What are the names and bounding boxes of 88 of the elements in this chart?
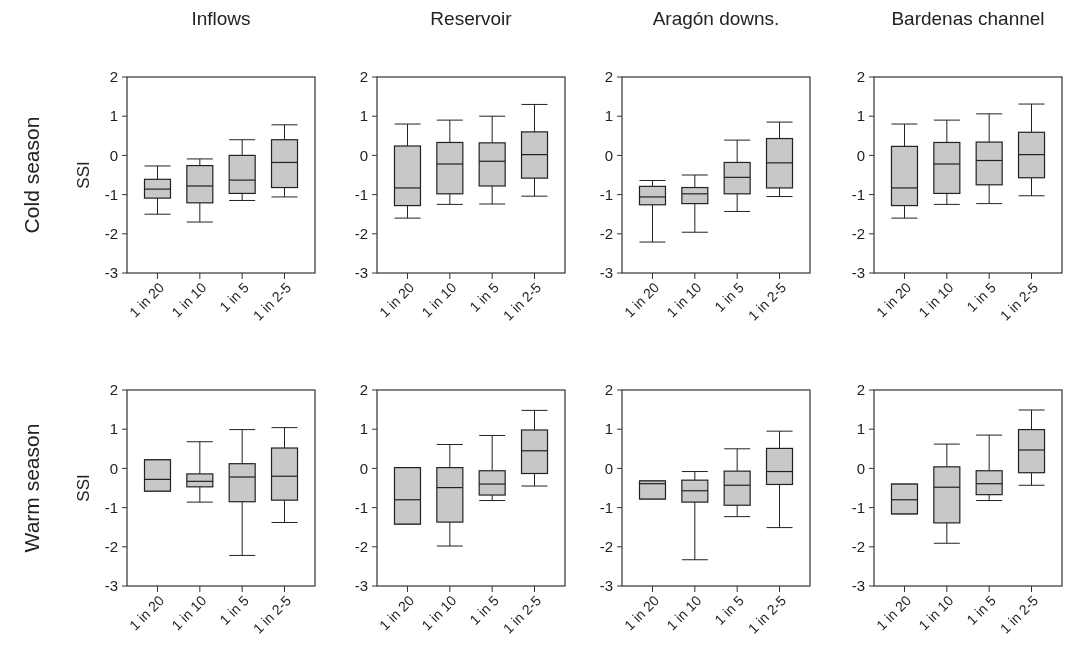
x-tick-label: 1 in 2-5 <box>996 279 1042 324</box>
x-tick-label: 1 in 10 <box>418 592 460 634</box>
x-tick-label: 1 in 5 <box>711 592 747 628</box>
y-tick-label: -1 <box>354 498 368 516</box>
y-tick-label: -2 <box>851 538 865 556</box>
x-tick-label: 1 in 10 <box>915 279 957 321</box>
x-tick-label: 1 in 5 <box>711 279 747 315</box>
y-tick-label: -2 <box>599 538 613 556</box>
x-tick-label: 1 in 10 <box>663 279 705 321</box>
y-tick-label: 2 <box>109 381 118 399</box>
x-tick-label: 1 in 10 <box>663 592 705 634</box>
x-tick-label: 1 in 20 <box>376 592 418 634</box>
y-tick-label: 0 <box>856 146 865 164</box>
x-tick-label: 1 in 2-5 <box>499 592 545 637</box>
x-tick-label: 1 in 20 <box>621 592 663 634</box>
x-tick-label: 1 in 5 <box>466 592 502 628</box>
y-tick-label: 1 <box>856 420 865 438</box>
y-tick-label: -1 <box>599 185 613 203</box>
x-tick-label: 1 in 10 <box>168 592 210 634</box>
y-tick-label: 1 <box>856 107 865 125</box>
x-tick-label: 1 in 20 <box>873 279 915 321</box>
y-tick-label: 1 <box>359 420 368 438</box>
x-tick-label: 1 in 5 <box>216 592 252 628</box>
y-tick-label: 0 <box>109 459 118 477</box>
text: Cold season <box>20 116 44 234</box>
x-tick-label: 1 in 5 <box>466 279 502 315</box>
y-tick-label: -2 <box>104 538 118 556</box>
y-tick-label: -3 <box>599 264 613 282</box>
x-tick-label: 1 in 2-5 <box>499 279 545 324</box>
y-tick-label: 2 <box>604 381 613 399</box>
y-tick-label: -2 <box>104 225 118 243</box>
y-tick-label: 0 <box>604 146 613 164</box>
y-tick-label: 0 <box>109 146 118 164</box>
x-tick-label: 1 in 2-5 <box>996 592 1042 637</box>
y-tick-label: -1 <box>851 498 865 516</box>
y-tick-label: -3 <box>599 577 613 595</box>
x-tick-label: 1 in 20 <box>621 279 663 321</box>
text: Warm season <box>20 423 44 553</box>
y-tick-label: -3 <box>104 264 118 282</box>
y-tick-label: -3 <box>851 264 865 282</box>
x-tick-label: 1 in 2-5 <box>249 279 295 324</box>
x-tick-label: 1 in 10 <box>168 279 210 321</box>
chart-title: Reservoir <box>430 8 513 29</box>
y-tick-label: 1 <box>604 107 613 125</box>
x-tick-label: 1 in 10 <box>418 279 460 321</box>
y-tick-label: 0 <box>359 146 368 164</box>
x-tick-label: 1 in 20 <box>376 279 418 321</box>
y-tick-label: -3 <box>354 577 368 595</box>
chart-title: Inflows <box>191 8 251 29</box>
y-tick-label: -1 <box>104 185 118 203</box>
y-tick-label: -2 <box>851 225 865 243</box>
y-tick-label: -1 <box>354 185 368 203</box>
y-tick-label: -2 <box>599 225 613 243</box>
x-tick-label: 1 in 20 <box>126 592 168 634</box>
y-tick-label: 1 <box>359 107 368 125</box>
y-tick-label: 2 <box>856 381 865 399</box>
x-tick-label: 1 in 5 <box>963 592 999 628</box>
y-axis-title: SSI <box>74 474 93 502</box>
y-tick-label: -1 <box>599 498 613 516</box>
y-tick-label: 0 <box>359 459 368 477</box>
y-tick-label: -2 <box>354 538 368 556</box>
x-tick-label: 1 in 2-5 <box>249 592 295 637</box>
y-tick-label: 2 <box>604 68 613 86</box>
x-tick-label: 1 in 5 <box>963 279 999 315</box>
y-tick-label: 1 <box>109 107 118 125</box>
y-tick-label: 2 <box>109 68 118 86</box>
y-axis-title: SSI <box>74 161 93 189</box>
y-tick-label: -3 <box>104 577 118 595</box>
y-tick-label: -1 <box>851 185 865 203</box>
y-tick-label: 2 <box>359 381 368 399</box>
y-tick-label: -2 <box>354 225 368 243</box>
x-tick-label: 1 in 5 <box>216 279 252 315</box>
y-tick-label: -3 <box>354 264 368 282</box>
y-tick-label: 0 <box>604 459 613 477</box>
y-tick-label: -1 <box>104 498 118 516</box>
x-tick-label: 1 in 20 <box>873 592 915 634</box>
x-tick-label: 1 in 20 <box>126 279 168 321</box>
y-tick-label: 2 <box>856 68 865 86</box>
chart-title: Aragón downs. <box>652 8 780 29</box>
x-tick-label: 1 in 2-5 <box>744 279 790 324</box>
y-tick-label: -3 <box>851 577 865 595</box>
y-tick-label: 2 <box>359 68 368 86</box>
y-tick-label: 1 <box>604 420 613 438</box>
chart-title: Bardenas channel <box>891 8 1045 29</box>
x-tick-label: 1 in 2-5 <box>744 592 790 637</box>
x-tick-label: 1 in 10 <box>915 592 957 634</box>
y-tick-label: 1 <box>109 420 118 438</box>
y-tick-label: 0 <box>856 459 865 477</box>
